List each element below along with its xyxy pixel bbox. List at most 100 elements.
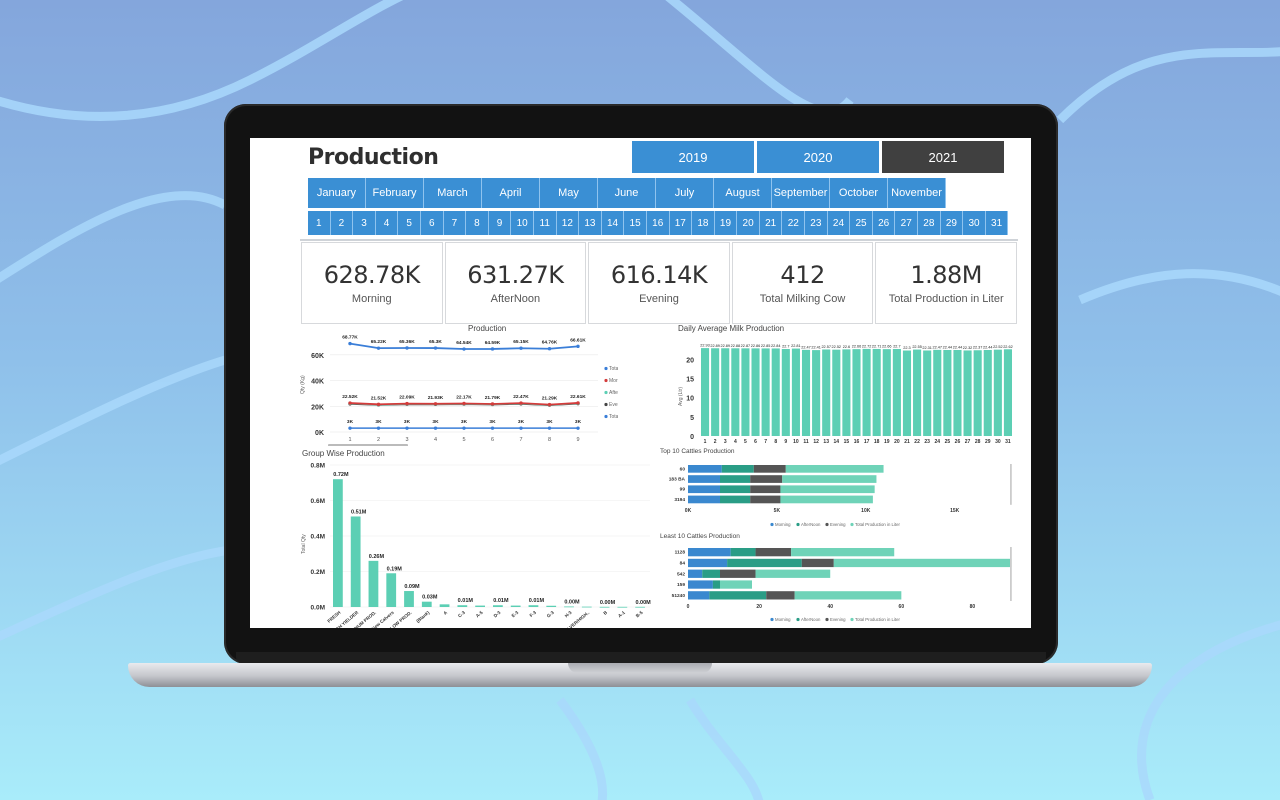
bar <box>493 605 503 607</box>
kpi-value: 412 <box>780 261 825 289</box>
day-button-28[interactable]: 28 <box>918 211 941 235</box>
day-button-18[interactable]: 18 <box>692 211 715 235</box>
bar <box>421 601 432 607</box>
production-chart: Production 60K 40K 20K 0K Qty (Kg) 1 2 3 4 5 6 7 8 9 6… <box>298 324 662 447</box>
bar-segment <box>688 465 722 473</box>
x-tick-label: F-3 <box>529 610 538 619</box>
data-label: 0.01M <box>458 598 474 604</box>
day-button-31[interactable]: 31 <box>985 211 1009 235</box>
focus-mode-icon[interactable]: ⧉ <box>963 182 972 194</box>
day-button-5[interactable]: 5 <box>398 211 421 235</box>
day-button-29[interactable]: 29 <box>940 211 964 235</box>
day-button-13[interactable]: 13 <box>579 211 602 235</box>
data-label: 22.7 <box>893 344 900 348</box>
data-label: 22.71 <box>872 344 882 348</box>
day-button-6[interactable]: 6 <box>420 211 444 235</box>
day-button-4[interactable]: 4 <box>375 211 399 235</box>
month-button-november[interactable]: November <box>888 178 946 208</box>
bar <box>943 349 952 436</box>
day-button-8[interactable]: 8 <box>466 211 489 235</box>
data-point <box>547 402 552 407</box>
day-button-23[interactable]: 23 <box>805 211 828 235</box>
data-point <box>519 426 523 430</box>
day-button-24[interactable]: 24 <box>827 211 851 235</box>
month-button-february[interactable]: February <box>366 178 424 208</box>
day-button-3[interactable]: 3 <box>353 211 376 235</box>
data-point <box>547 426 552 430</box>
legend-entry: AfterNoon <box>801 522 821 527</box>
bar <box>781 348 790 436</box>
month-button-june[interactable]: June <box>598 178 656 208</box>
day-button-11[interactable]: 11 <box>533 211 557 235</box>
kpi-value: 631.27K <box>467 261 564 289</box>
data-label: 3K <box>461 419 468 425</box>
day-button-14[interactable]: 14 <box>601 211 625 235</box>
day-button-19[interactable]: 19 <box>714 211 738 235</box>
month-button-august[interactable]: August <box>714 178 772 208</box>
x-tick-label: 9 <box>576 437 579 443</box>
day-button-22[interactable]: 22 <box>782 211 806 235</box>
month-button-january[interactable]: January <box>308 178 366 208</box>
kpi-label: Evening <box>639 293 679 305</box>
more-options-icon[interactable]: ⋯ <box>975 183 987 195</box>
data-point <box>433 402 438 406</box>
y-tick-label: 3194 <box>674 497 685 503</box>
data-label: 0.09M <box>404 584 420 590</box>
x-tick-label: 27 <box>965 439 971 445</box>
data-label: 65.22K <box>371 339 387 345</box>
data-label: 3K <box>546 419 553 425</box>
x-tick-label: 20 <box>756 604 762 610</box>
y-tick-label: 0 <box>690 434 694 441</box>
chart-title: Group Wise Production <box>302 449 385 458</box>
bar <box>741 348 750 436</box>
bar <box>882 349 891 436</box>
bar-segment <box>780 495 873 504</box>
year-button-2021[interactable]: 2021 <box>882 141 1004 173</box>
kpi-card: 412 Total Milking Cow <box>731 242 874 324</box>
day-button-10[interactable]: 10 <box>511 211 534 235</box>
bar <box>963 350 972 436</box>
day-button-9[interactable]: 9 <box>488 211 512 235</box>
year-button-2020[interactable]: 2020 <box>757 141 879 173</box>
month-button-october[interactable]: October <box>830 178 888 208</box>
x-tick-label: 4 <box>434 437 437 443</box>
month-button-march[interactable]: March <box>424 178 482 208</box>
year-button-2019[interactable]: 2019 <box>632 141 754 173</box>
page-title: Production <box>308 145 439 170</box>
day-button-20[interactable]: 20 <box>737 211 760 235</box>
day-button-21[interactable]: 21 <box>759 211 783 235</box>
y-tick-label: 0K <box>315 430 324 437</box>
day-button-7[interactable]: 7 <box>443 211 467 235</box>
x-tick-label: 6 <box>491 437 494 443</box>
day-button-1[interactable]: 1 <box>308 211 331 235</box>
month-button-july[interactable]: July <box>656 178 714 208</box>
data-label: 65.36K <box>399 339 415 345</box>
filter-icon[interactable]: ☰ <box>950 183 960 195</box>
month-slicer: January February March April May June July Augu… <box>308 178 946 208</box>
data-label: 22.89 <box>710 344 720 348</box>
month-button-september[interactable]: September <box>772 178 830 208</box>
data-point <box>462 401 466 406</box>
day-button-16[interactable]: 16 <box>646 211 670 235</box>
x-tick-label: 30 <box>995 439 1001 445</box>
day-button-2[interactable]: 2 <box>330 211 354 235</box>
bar <box>832 349 841 436</box>
day-button-30[interactable]: 30 <box>963 211 986 235</box>
day-button-12[interactable]: 12 <box>556 211 580 235</box>
day-button-26[interactable]: 26 <box>872 211 896 235</box>
bar-segment <box>688 558 728 568</box>
day-button-27[interactable]: 27 <box>895 211 919 235</box>
bar <box>842 349 851 436</box>
bar <box>528 605 539 607</box>
bar <box>721 348 730 436</box>
data-label: 3K <box>432 419 439 425</box>
bar-segment <box>688 580 713 589</box>
day-button-17[interactable]: 17 <box>669 211 693 235</box>
month-button-april[interactable]: April <box>482 178 540 208</box>
month-button-may[interactable]: May <box>540 178 598 208</box>
bar <box>862 348 871 436</box>
y-tick-label: 0.6M <box>311 498 325 505</box>
day-button-25[interactable]: 25 <box>850 211 873 235</box>
day-button-15[interactable]: 15 <box>624 211 647 235</box>
